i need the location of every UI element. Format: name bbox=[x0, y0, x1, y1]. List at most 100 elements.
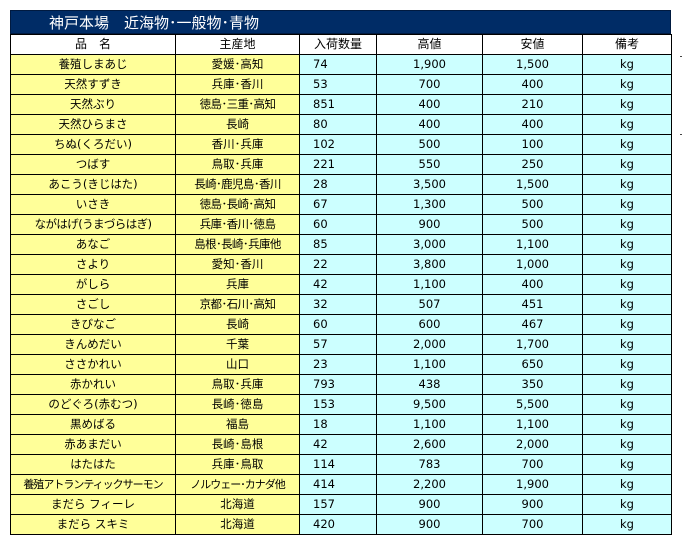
high-price-cell: 900 bbox=[376, 514, 483, 535]
origin-cell: 長崎･鹿児島･香川 bbox=[175, 174, 300, 195]
low-price-cell: 700 bbox=[482, 454, 583, 475]
fish-name-cell: まだら スキミ bbox=[10, 514, 176, 535]
low-price-cell: 900 bbox=[482, 494, 583, 515]
origin-cell: 北海道 bbox=[175, 514, 300, 535]
fish-name-cell: あなご bbox=[10, 234, 176, 255]
quantity-cell: 60 bbox=[299, 314, 377, 335]
quantity-cell: 80 bbox=[299, 114, 377, 135]
table-row: ささかれい 山口 23 1,100 650 kg bbox=[10, 354, 672, 375]
unit-cell: kg bbox=[582, 134, 672, 155]
quantity-cell: 18 bbox=[299, 414, 377, 435]
high-price-cell: 2,000 bbox=[376, 334, 483, 355]
origin-cell: 長崎 bbox=[175, 314, 300, 335]
unit-cell: kg bbox=[582, 74, 672, 95]
table-body: 養殖しまあじ 愛媛･高知 74 1,900 1,500 kg 天然すずき 兵庫･香川 53 700… bbox=[10, 54, 672, 535]
fish-name-cell: がしら bbox=[10, 274, 176, 295]
origin-cell: 長崎･徳島 bbox=[175, 394, 300, 415]
low-price-cell: 467 bbox=[482, 314, 583, 335]
high-price-cell: 400 bbox=[376, 114, 483, 135]
table-row: 天然ひらまさ 長崎 80 400 400 kg bbox=[10, 114, 672, 135]
quantity-cell: 28 bbox=[299, 174, 377, 195]
origin-cell: ノルウェー･カナダ他 bbox=[175, 474, 300, 495]
fish-name-cell: あこう(きじはた) bbox=[10, 174, 176, 195]
quantity-cell: 67 bbox=[299, 194, 377, 215]
quantity-cell: 60 bbox=[299, 214, 377, 235]
unit-cell: kg bbox=[582, 114, 672, 135]
low-price-cell: 5,500 bbox=[482, 394, 583, 415]
unit-cell: kg bbox=[582, 454, 672, 475]
unit-cell: kg bbox=[582, 294, 672, 315]
origin-cell: 千葉 bbox=[175, 334, 300, 355]
low-price-cell: 400 bbox=[482, 114, 583, 135]
high-price-cell: 2,600 bbox=[376, 434, 483, 455]
high-price-cell: 550 bbox=[376, 154, 483, 175]
unit-cell: kg bbox=[582, 414, 672, 435]
quantity-cell: 57 bbox=[299, 334, 377, 355]
high-price-cell: 3,000 bbox=[376, 234, 483, 255]
table-row: のどぐろ(赤むつ) 長崎･徳島 153 9,500 5,500 kg bbox=[10, 394, 672, 415]
quantity-cell: 102 bbox=[299, 134, 377, 155]
header-note: 備考 bbox=[582, 34, 672, 55]
origin-cell: 福島 bbox=[175, 414, 300, 435]
low-price-cell: 400 bbox=[482, 74, 583, 95]
quantity-cell: 851 bbox=[299, 94, 377, 115]
high-price-cell: 900 bbox=[376, 214, 483, 235]
table-row: さより 愛知･香川 22 3,800 1,000 kg bbox=[10, 254, 672, 275]
high-price-cell: 2,200 bbox=[376, 474, 483, 495]
unit-cell: kg bbox=[582, 314, 672, 335]
origin-cell: 長崎 bbox=[175, 114, 300, 135]
low-price-cell: 1,100 bbox=[482, 234, 583, 255]
fish-name-cell: 養殖アトランティックサーモン bbox=[10, 474, 176, 495]
low-price-cell: 451 bbox=[482, 294, 583, 315]
fish-name-cell: いさき bbox=[10, 194, 176, 215]
fish-name-cell: のどぐろ(赤むつ) bbox=[10, 394, 176, 415]
table-row: つばす 鳥取･兵庫 221 550 250 kg bbox=[10, 154, 672, 175]
fish-name-cell: 赤あまだい bbox=[10, 434, 176, 455]
origin-cell: 兵庫･香川･徳島 bbox=[175, 214, 300, 235]
table-row: あなご 島根･長崎･兵庫他 85 3,000 1,100 kg bbox=[10, 234, 672, 255]
high-price-cell: 3,500 bbox=[376, 174, 483, 195]
high-price-cell: 1,300 bbox=[376, 194, 483, 215]
origin-cell: 島根･長崎･兵庫他 bbox=[175, 234, 300, 255]
fish-name-cell: きびなご bbox=[10, 314, 176, 335]
low-price-cell: 2,000 bbox=[482, 434, 583, 455]
table-row: はたはた 兵庫･鳥取 114 783 700 kg bbox=[10, 454, 672, 475]
origin-cell: 徳島･長崎･高知 bbox=[175, 194, 300, 215]
origin-cell: 香川･兵庫 bbox=[175, 134, 300, 155]
high-price-cell: 500 bbox=[376, 134, 483, 155]
table-row: ちぬ(くろだい) 香川･兵庫 102 500 100 kg bbox=[10, 134, 672, 155]
origin-cell: 山口 bbox=[175, 354, 300, 375]
table-row: あこう(きじはた) 長崎･鹿児島･香川 28 3,500 1,500 kg bbox=[10, 174, 672, 195]
market-price-table: 品 名 主産地 入荷数量 高値 安値 備考 養殖しまあじ 愛媛･高知 74 1,900… bbox=[10, 34, 672, 535]
high-price-cell: 783 bbox=[376, 454, 483, 475]
quantity-cell: 22 bbox=[299, 254, 377, 275]
quantity-cell: 157 bbox=[299, 494, 377, 515]
high-price-cell: 438 bbox=[376, 374, 483, 395]
header-high: 高値 bbox=[376, 34, 483, 55]
unit-cell: kg bbox=[582, 354, 672, 375]
table-row: まだら スキミ 北海道 420 900 700 kg bbox=[10, 514, 672, 535]
origin-cell: 京都･石川･高知 bbox=[175, 294, 300, 315]
table-row: 赤かれい 鳥取･兵庫 793 438 350 kg bbox=[10, 374, 672, 395]
header-low: 安値 bbox=[482, 34, 583, 55]
unit-cell: kg bbox=[582, 474, 672, 495]
fish-name-cell: 赤かれい bbox=[10, 374, 176, 395]
table-title: 神戸本場 近海物･一般物･青物 bbox=[10, 10, 671, 34]
table-row: 天然すずき 兵庫･香川 53 700 400 kg bbox=[10, 74, 672, 95]
header-quantity: 入荷数量 bbox=[299, 34, 377, 55]
table-row: 養殖アトランティックサーモン ノルウェー･カナダ他 414 2,200 1,900 kg bbox=[10, 474, 672, 495]
high-price-cell: 1,100 bbox=[376, 274, 483, 295]
low-price-cell: 1,900 bbox=[482, 474, 583, 495]
origin-cell: 兵庫･鳥取 bbox=[175, 454, 300, 475]
quantity-cell: 32 bbox=[299, 294, 377, 315]
quantity-cell: 74 bbox=[299, 54, 377, 75]
unit-cell: kg bbox=[582, 394, 672, 415]
header-origin: 主産地 bbox=[175, 34, 300, 55]
quantity-cell: 23 bbox=[299, 354, 377, 375]
header-name: 品 名 bbox=[10, 34, 176, 55]
high-price-cell: 900 bbox=[376, 494, 483, 515]
fish-name-cell: 天然ぶり bbox=[10, 94, 176, 115]
quantity-cell: 153 bbox=[299, 394, 377, 415]
unit-cell: kg bbox=[582, 94, 672, 115]
origin-cell: 鳥取･兵庫 bbox=[175, 154, 300, 175]
